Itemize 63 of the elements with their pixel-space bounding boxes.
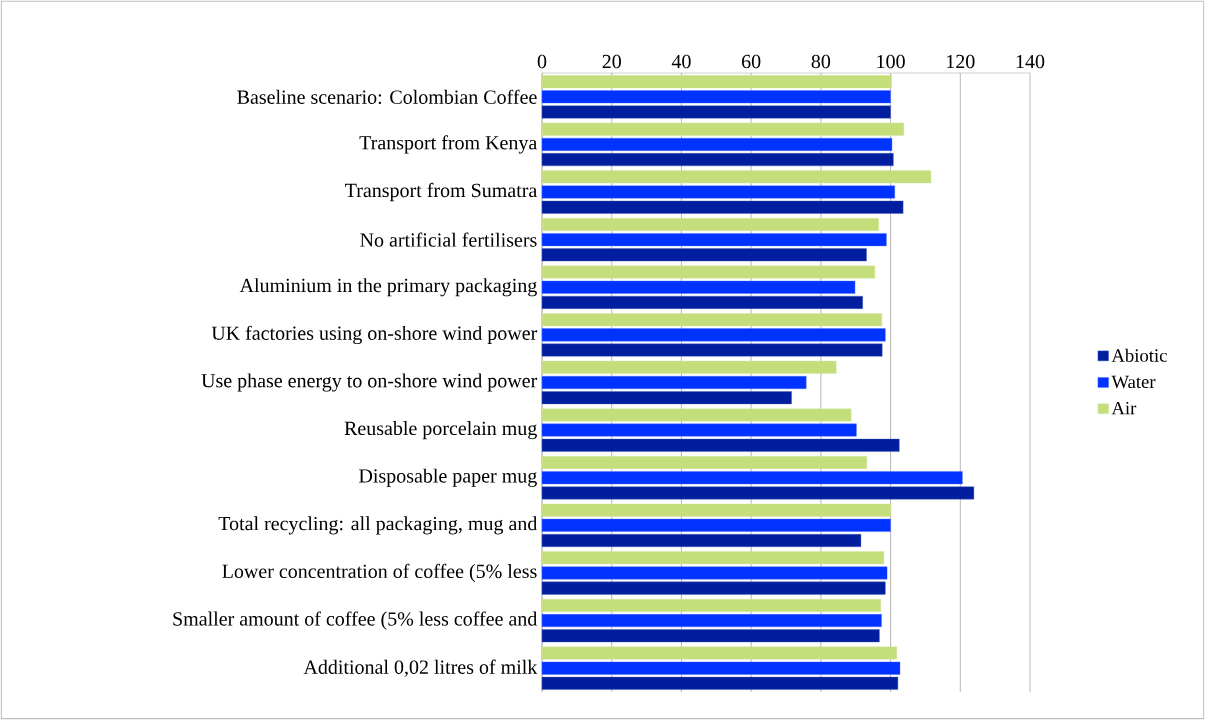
- bar: [541, 661, 901, 675]
- bar: [541, 90, 891, 104]
- y-tick-label: Smaller amount of coffee (5% less coffee and: [173, 611, 538, 630]
- y-tick-label: Transport from Sumatra: [345, 182, 538, 202]
- bar: [541, 265, 876, 279]
- bar: [541, 200, 904, 214]
- x-tick-label: 60: [742, 54, 761, 69]
- y-tick-label: Total recycling: all packaging, mug and: [218, 516, 538, 535]
- bar: [541, 218, 879, 231]
- bar: [541, 503, 892, 517]
- x-tick-label: 0: [537, 54, 547, 69]
- x-tick-label: 140: [1016, 54, 1045, 69]
- bar: [541, 295, 863, 309]
- bar: [541, 185, 895, 199]
- x-tick-label: 100: [877, 54, 905, 69]
- bar: [541, 646, 898, 660]
- x-tick-label: 120: [947, 54, 975, 69]
- y-tick-label: Baseline scenario: Colombian Coffee: [237, 89, 537, 104]
- y-tick-label: Aluminium in the primary packaging: [239, 278, 537, 297]
- y-tick-label: Additional 0,02 litres of milk: [303, 659, 538, 677]
- x-tick-label: 80: [811, 54, 831, 69]
- bar: [541, 280, 856, 294]
- bar: [541, 566, 888, 580]
- bar: [541, 676, 899, 690]
- bar: [541, 122, 905, 136]
- legend-label: Air: [1111, 401, 1137, 415]
- bar: [541, 153, 894, 167]
- y-tick-label: Disposable paper mug: [359, 468, 537, 487]
- y-tick-label: No artificial fertilisers: [360, 232, 537, 247]
- legend-label: Abiotic: [1111, 348, 1167, 362]
- bar: [541, 471, 963, 485]
- bar: [541, 551, 885, 565]
- bar: [541, 438, 900, 452]
- bar: [541, 391, 792, 405]
- bar: [541, 581, 886, 595]
- bar: [541, 343, 883, 357]
- bar: [541, 629, 880, 643]
- bar: [541, 248, 867, 262]
- y-tick-label: Use phase energy to on-shore wind power: [201, 373, 538, 392]
- bar: [541, 137, 893, 151]
- bar: [541, 170, 932, 184]
- bar: [541, 328, 886, 342]
- bar: [541, 486, 975, 500]
- bar: [541, 456, 868, 470]
- y-tick-label: UK factories using on-shore wind power: [211, 325, 538, 345]
- bar: [541, 598, 882, 612]
- bar: [541, 233, 887, 247]
- bar: [541, 423, 857, 437]
- bar: [541, 313, 883, 327]
- bar: [541, 408, 852, 422]
- y-tick-label: Reusable porcelain mug: [344, 421, 537, 440]
- bar: [541, 518, 891, 532]
- legend-label: Water: [1111, 375, 1156, 389]
- bar: [541, 376, 807, 389]
- y-tick-label: Transport from Kenya: [359, 135, 537, 154]
- bar: [541, 614, 882, 628]
- bar: [541, 534, 862, 547]
- bar: [541, 105, 891, 119]
- x-tick-label: 40: [671, 54, 691, 69]
- bar: [541, 360, 837, 374]
- bar: [541, 75, 892, 89]
- y-tick-label: Lower concentration of coffee (5% less: [222, 563, 537, 583]
- x-tick-label: 20: [602, 54, 621, 69]
